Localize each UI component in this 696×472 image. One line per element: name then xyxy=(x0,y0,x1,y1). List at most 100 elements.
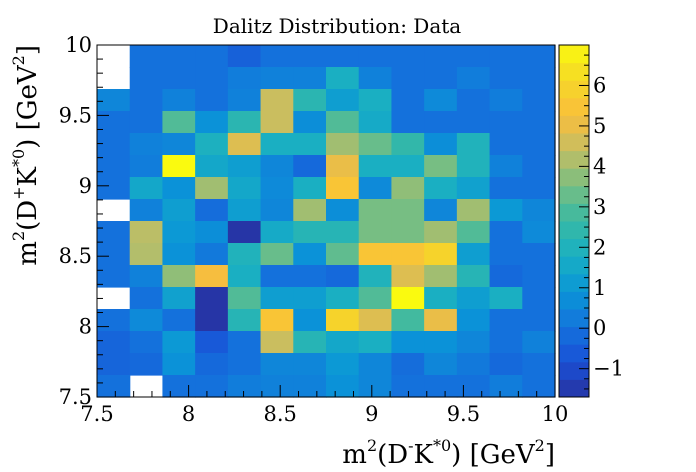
heatmap-cell xyxy=(424,67,458,90)
heatmap-cell xyxy=(129,199,164,222)
heatmap-cell xyxy=(97,89,131,112)
heatmap-cell xyxy=(489,111,523,134)
heatmap-cell xyxy=(162,177,196,200)
heatmap-cell xyxy=(424,155,458,178)
heatmap-cell xyxy=(391,89,425,112)
heatmap-cell xyxy=(129,45,164,68)
heatmap-cell xyxy=(129,265,164,288)
heatmap-cell xyxy=(489,331,523,354)
heatmap-cell xyxy=(358,331,393,354)
z-tick-label: 0 xyxy=(593,316,606,340)
heatmap-cell xyxy=(522,111,556,134)
heatmap-cell xyxy=(358,353,393,376)
heatmap-cell xyxy=(227,155,262,178)
heatmap-cell xyxy=(293,375,327,398)
y-tick-label: 7.5 xyxy=(59,385,92,409)
heatmap-cell xyxy=(326,265,360,288)
heatmap-cell xyxy=(129,221,164,244)
heatmap-cell xyxy=(326,375,360,398)
heatmap-cell xyxy=(162,133,196,156)
heatmap-cell xyxy=(97,265,131,288)
heatmap-cell xyxy=(162,243,196,266)
heatmap-cell xyxy=(260,243,294,266)
heatmap-cell xyxy=(326,221,360,244)
heatmap-cell xyxy=(522,309,556,332)
heatmap-cell xyxy=(195,67,229,90)
heatmap-cell xyxy=(522,331,556,354)
heatmap-cell xyxy=(391,155,425,178)
y-tick-label: 9 xyxy=(79,174,92,198)
heatmap-cell xyxy=(293,45,327,68)
plot-border xyxy=(96,44,556,398)
heatmap-cell xyxy=(162,375,196,398)
heatmap-cell xyxy=(293,111,327,134)
palette-band xyxy=(559,168,589,187)
heatmap-cell xyxy=(424,221,458,244)
heatmap-cell xyxy=(456,45,491,68)
heatmap-cell xyxy=(489,221,523,244)
heatmap-cells xyxy=(97,45,556,398)
heatmap-cell xyxy=(326,67,360,90)
x-axis-title: m2(D-K*0) [GeV2] xyxy=(342,436,555,470)
heatmap-cell xyxy=(456,133,491,156)
heatmap-cell xyxy=(227,287,262,310)
heatmap-cell xyxy=(97,155,131,178)
heatmap-cell xyxy=(195,265,229,288)
heatmap-cell xyxy=(129,111,164,134)
palette-band xyxy=(559,361,589,380)
heatmap-cell xyxy=(424,177,458,200)
x-tick-label: 10 xyxy=(542,402,569,426)
heatmap-cell xyxy=(129,67,164,90)
heatmap-cell xyxy=(260,265,294,288)
heatmap-cell xyxy=(162,89,196,112)
x-axis: 7.5 8 8.5 9 9.5 10 xyxy=(80,385,568,426)
heatmap-cell xyxy=(456,221,491,244)
heatmap-cell xyxy=(489,177,523,200)
heatmap-cell xyxy=(227,111,262,134)
heatmap-cell xyxy=(326,309,360,332)
heatmap-cell xyxy=(326,155,360,178)
heatmap-cell xyxy=(456,177,491,200)
heatmap-cell xyxy=(162,353,196,376)
z-tick-label: 5 xyxy=(593,114,606,138)
y-axis-title: m2(D+K*0) [GeV2] xyxy=(9,45,43,266)
heatmap-cell xyxy=(227,375,262,398)
y-tick-label: 10 xyxy=(65,33,92,57)
heatmap-cell xyxy=(162,199,196,222)
heatmap-cell xyxy=(358,375,393,398)
heatmap-cell xyxy=(424,89,458,112)
heatmap-cell xyxy=(293,155,327,178)
heatmap-cell xyxy=(456,243,491,266)
heatmap-cell xyxy=(391,243,425,266)
palette-band xyxy=(559,309,589,328)
heatmap-cell xyxy=(260,375,294,398)
heatmap-cell xyxy=(227,199,262,222)
heatmap-cell xyxy=(195,331,229,354)
heatmap-cell xyxy=(522,133,556,156)
palette-band xyxy=(559,203,589,222)
heatmap-cell xyxy=(489,243,523,266)
heatmap-cell xyxy=(227,309,262,332)
palette-border xyxy=(558,44,590,398)
y-axis: 7.5 8 8.5 9 9.5 10 xyxy=(59,33,109,409)
heatmap-cell xyxy=(293,243,327,266)
heatmap-cell xyxy=(195,287,229,310)
heatmap-cell xyxy=(391,287,425,310)
heatmap-cell xyxy=(293,309,327,332)
heatmap-cell xyxy=(227,331,262,354)
palette-band xyxy=(559,97,589,116)
palette-band xyxy=(559,62,589,81)
heatmap-cell xyxy=(424,45,458,68)
palette-band xyxy=(559,80,589,99)
heatmap-cell xyxy=(195,155,229,178)
heatmap-cell xyxy=(391,265,425,288)
heatmap-cell xyxy=(424,133,458,156)
palette-band xyxy=(559,185,589,204)
heatmap-cell xyxy=(522,221,556,244)
heatmap-cell xyxy=(162,45,196,68)
heatmap-cell xyxy=(522,375,556,398)
z-tick-label: −1 xyxy=(593,357,624,381)
heatmap-cell xyxy=(424,287,458,310)
heatmap-cell xyxy=(489,265,523,288)
